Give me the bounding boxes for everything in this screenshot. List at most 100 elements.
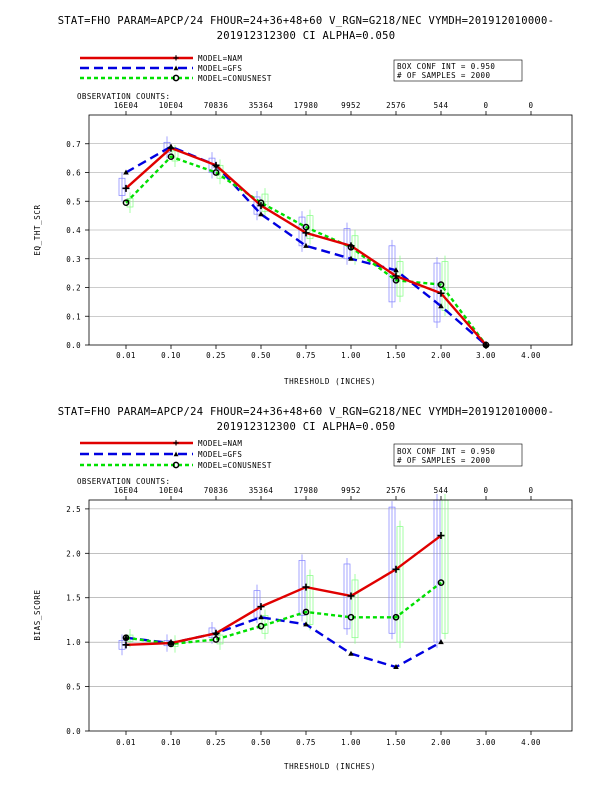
obs-count: 0: [529, 486, 534, 495]
chart-1-plot: 0.0 0.1 0.2 0.3 0.4 0.5 0.6 0.7 0.01 0.10 0.25 0.50…: [66, 111, 573, 360]
legend-conus-marker: [172, 74, 180, 82]
point-conus: [257, 622, 265, 630]
info-box-line2: # OF SAMPLES = 2000: [397, 71, 490, 80]
info-box-line2: # OF SAMPLES = 2000: [397, 456, 490, 465]
obs-count: 9952: [341, 101, 361, 110]
obs-count: 10E04: [159, 101, 184, 110]
point-gfs: [438, 303, 444, 309]
point-nam: [302, 583, 310, 591]
ci-box: [388, 245, 396, 303]
obs-count: 544: [434, 486, 449, 495]
ci-box: [253, 590, 261, 618]
point-conus: [122, 634, 130, 642]
point-gfs: [258, 614, 264, 620]
point-gfs: [258, 211, 264, 217]
x-tick-label: 0.50: [251, 351, 271, 360]
point-nam: [257, 603, 265, 611]
point-gfs: [123, 169, 129, 175]
x-tick-label: 1.50: [386, 738, 406, 747]
point-conus: [212, 636, 220, 643]
x-tick-label: 2.00: [431, 738, 451, 747]
chart-1-title-line1: STAT=FHO PARAM=APCP/24 FHOUR=24+36+48+60…: [58, 15, 555, 27]
ci-box: [351, 579, 359, 639]
x-tick-label: 3.00: [476, 738, 496, 747]
obs-counts-label: OBSERVATION COUNTS:: [77, 477, 170, 486]
point-gfs: [393, 664, 399, 670]
y-tick-label: 0.5: [66, 683, 81, 692]
x-tick-label: 0.75: [296, 738, 316, 747]
plot-frame: [88, 499, 573, 732]
point-conus: [302, 608, 310, 616]
chart-1-legend: + MODEL=NAM ▲ MODEL=GFS MODEL=CONUSNEST: [80, 53, 271, 83]
y-tick-label: 2.0: [66, 549, 81, 558]
x-tick-label: 1.00: [341, 351, 361, 360]
chart-1-title-line2: 201912312300 CI ALPHA=0.050: [217, 30, 396, 42]
point-conus: [347, 613, 355, 621]
chart-2-title-line2: 201912312300 CI ALPHA=0.050: [217, 421, 396, 433]
point-nam: [122, 641, 130, 649]
point-nam: [347, 592, 355, 600]
point-nam: [392, 272, 400, 280]
chart-2-legend: + MODEL=NAM ▲ MODEL=GFS MODEL=CONUSNEST: [80, 438, 271, 470]
chart-1-ylabel: EQ_THT_SCR: [33, 204, 42, 255]
point-gfs: [303, 621, 309, 627]
point-conus: [437, 579, 445, 586]
chart-2-title-line1: STAT=FHO PARAM=APCP/24 FHOUR=24+36+48+60…: [58, 406, 555, 418]
obs-count: 70836: [204, 101, 229, 110]
chart-2-info-box: BOX CONF INT = 0.950 # OF SAMPLES = 2000: [393, 443, 523, 467]
series-line-conus: [125, 155, 487, 346]
obs-count: 2576: [386, 101, 406, 110]
y-tick-label: 0.2: [66, 284, 81, 293]
y-tick-label: 0.1: [66, 312, 81, 321]
x-tick-label: 0.25: [206, 351, 226, 360]
point-nam: [437, 289, 445, 297]
y-tick-label: 0.5: [66, 197, 81, 206]
y-tick-label: 1.0: [66, 638, 81, 647]
ci-box: [306, 575, 314, 625]
point-nam: [167, 144, 175, 152]
ci-box: [396, 526, 404, 643]
chart-1-xlabel: THRESHOLD (INCHES): [284, 377, 376, 386]
x-tick-label: 0.25: [206, 738, 226, 747]
x-tick-label: 0.50: [251, 738, 271, 747]
x-tick-label: 4.00: [521, 738, 541, 747]
chart-1: STAT=FHO PARAM=APCP/24 FHOUR=24+36+48+60…: [33, 15, 573, 386]
obs-count: 2576: [386, 486, 406, 495]
point-conus: [167, 153, 175, 161]
point-nam: [122, 184, 130, 192]
chart-2-plot: 0.0 0.5 1.0 1.5 2.0 2.5 0.01 0.10 0.25 0.50 0.75 1.…: [66, 494, 573, 747]
legend-gfs-marker: ▲: [174, 63, 179, 72]
point-nam: [437, 532, 445, 540]
obs-count: 17980: [294, 101, 319, 110]
point-nam: [212, 629, 220, 637]
point-gfs: [348, 650, 354, 656]
obs-counts-row: 16E04 10E04 70836 35364 17980 9952 2576 544 0 0: [114, 101, 534, 110]
x-tick-label: 0.10: [161, 351, 181, 360]
obs-counts-label: OBSERVATION COUNTS:: [77, 92, 170, 101]
obs-count: 0: [529, 101, 534, 110]
point-conus: [212, 169, 220, 176]
series-line-nam: [125, 534, 442, 647]
legend-conus-marker: [172, 461, 180, 469]
point-nam: [212, 161, 220, 169]
point-nam: [347, 242, 355, 250]
legend-gfs-marker: ▲: [174, 449, 179, 458]
y-tick-label: 0.6: [66, 169, 81, 178]
y-tick-label: 2.5: [66, 505, 81, 514]
series-line-gfs: [125, 616, 442, 669]
obs-count: 16E04: [114, 101, 139, 110]
obs-count: 10E04: [159, 486, 184, 495]
point-gfs: [123, 634, 129, 640]
obs-counts-row: 16E04 10E04 70836 35364 17980 9952 2576 544 0 0: [114, 486, 534, 495]
series-line-gfs: [125, 145, 487, 346]
x-tick-label: 1.00: [341, 738, 361, 747]
point-conus: [122, 199, 130, 207]
x-tick-label: 0.10: [161, 738, 181, 747]
legend-gfs-label: MODEL=GFS: [198, 450, 242, 459]
chart-2-ylabel: BIAS_SCORE: [33, 589, 42, 640]
x-tick-label: 2.00: [431, 351, 451, 360]
info-box-line1: BOX CONF INT = 0.950: [397, 62, 495, 71]
point-nam: [302, 229, 310, 237]
y-tick-label: 0.0: [66, 727, 81, 736]
